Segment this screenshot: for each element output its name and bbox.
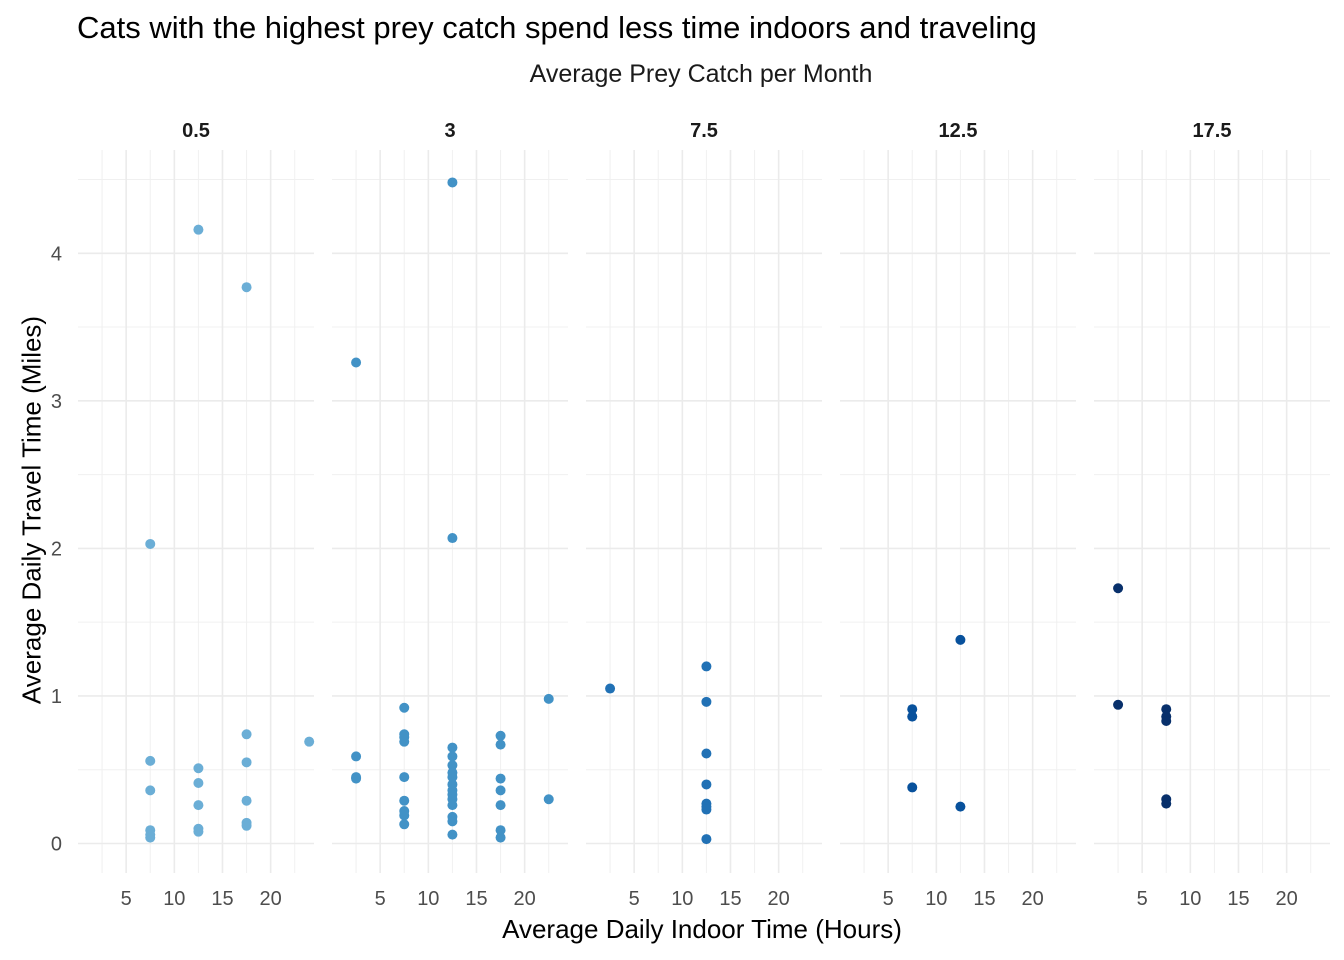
x-tick-label: 15 [211, 888, 233, 910]
x-tick-label: 5 [375, 888, 386, 910]
y-tick-label: 3 [51, 391, 62, 413]
data-point [907, 782, 918, 793]
data-point [351, 773, 362, 784]
x-tick-label: 20 [260, 888, 282, 910]
data-point [701, 661, 712, 672]
data-point [399, 702, 410, 713]
data-point [145, 755, 156, 766]
x-tick-label: 5 [883, 888, 894, 910]
x-tick-label: 20 [768, 888, 790, 910]
data-point [399, 772, 410, 783]
data-point [447, 816, 458, 827]
data-point [701, 779, 712, 790]
data-point [701, 696, 712, 707]
data-point [495, 785, 506, 796]
data-point [193, 763, 204, 774]
data-point [241, 729, 252, 740]
data-point [145, 538, 156, 549]
chart-title: Cats with the highest prey catch spend l… [77, 10, 1037, 45]
x-tick-label: 15 [973, 888, 995, 910]
data-point [495, 825, 506, 836]
data-point [193, 800, 204, 811]
data-point [304, 736, 315, 747]
data-point [1161, 798, 1172, 809]
data-point [447, 742, 458, 753]
data-point [241, 820, 252, 831]
data-point [399, 819, 410, 830]
data-point [701, 748, 712, 759]
x-tick-label: 10 [925, 888, 947, 910]
data-point [241, 795, 252, 806]
data-point [447, 800, 458, 811]
data-point [955, 634, 966, 645]
data-point [351, 357, 362, 368]
data-point [907, 711, 918, 722]
x-tick-label: 15 [465, 888, 487, 910]
facet-label: 7.5 [690, 120, 718, 142]
data-point [145, 832, 156, 843]
data-point [495, 773, 506, 784]
x-tick-label: 15 [719, 888, 741, 910]
data-point [399, 795, 410, 806]
x-tick-label: 20 [1022, 888, 1044, 910]
data-point [447, 533, 458, 544]
facet-group-title: Average Prey Catch per Month [529, 60, 873, 88]
data-point [1113, 583, 1124, 594]
y-axis-label: Average Daily Travel Time (Miles) [16, 315, 47, 705]
x-tick-label: 10 [1179, 888, 1201, 910]
data-point [701, 804, 712, 815]
facet-label: 0.5 [182, 120, 210, 142]
y-tick-label: 4 [51, 243, 62, 265]
data-point [955, 801, 966, 812]
x-tick-label: 20 [1276, 888, 1298, 910]
data-point [241, 757, 252, 768]
x-tick-label: 10 [417, 888, 439, 910]
x-tick-label: 5 [1137, 888, 1148, 910]
x-tick-label: 15 [1227, 888, 1249, 910]
data-point [193, 224, 204, 235]
data-point [1161, 704, 1172, 715]
facet-label: 12.5 [939, 120, 978, 142]
x-tick-label: 10 [163, 888, 185, 910]
data-point [399, 736, 410, 747]
data-point [1113, 699, 1124, 710]
data-point [543, 794, 554, 805]
data-point [193, 777, 204, 788]
data-point [495, 739, 506, 750]
x-tick-label: 5 [629, 888, 640, 910]
data-point [447, 829, 458, 840]
facet-label: 17.5 [1193, 120, 1232, 142]
data-point [1161, 716, 1172, 727]
data-point [447, 177, 458, 188]
data-point [193, 826, 204, 837]
data-point [447, 772, 458, 783]
data-point [145, 785, 156, 796]
data-point [605, 683, 616, 694]
x-tick-label: 5 [121, 888, 132, 910]
data-point [495, 730, 506, 741]
data-point [351, 751, 362, 762]
data-point [241, 282, 252, 293]
y-tick-label: 1 [51, 686, 62, 708]
data-point [701, 834, 712, 845]
data-point [543, 693, 554, 704]
y-tick-label: 0 [51, 833, 62, 855]
x-tick-label: 10 [671, 888, 693, 910]
data-point [399, 810, 410, 821]
data-point [447, 760, 458, 771]
x-tick-label: 20 [514, 888, 536, 910]
facet-label: 3 [444, 120, 455, 142]
data-point [447, 751, 458, 762]
y-tick-label: 2 [51, 538, 62, 560]
data-point [495, 832, 506, 843]
data-point [907, 704, 918, 715]
x-axis-label: Average Daily Indoor Time (Hours) [502, 914, 902, 944]
data-point [495, 800, 506, 811]
